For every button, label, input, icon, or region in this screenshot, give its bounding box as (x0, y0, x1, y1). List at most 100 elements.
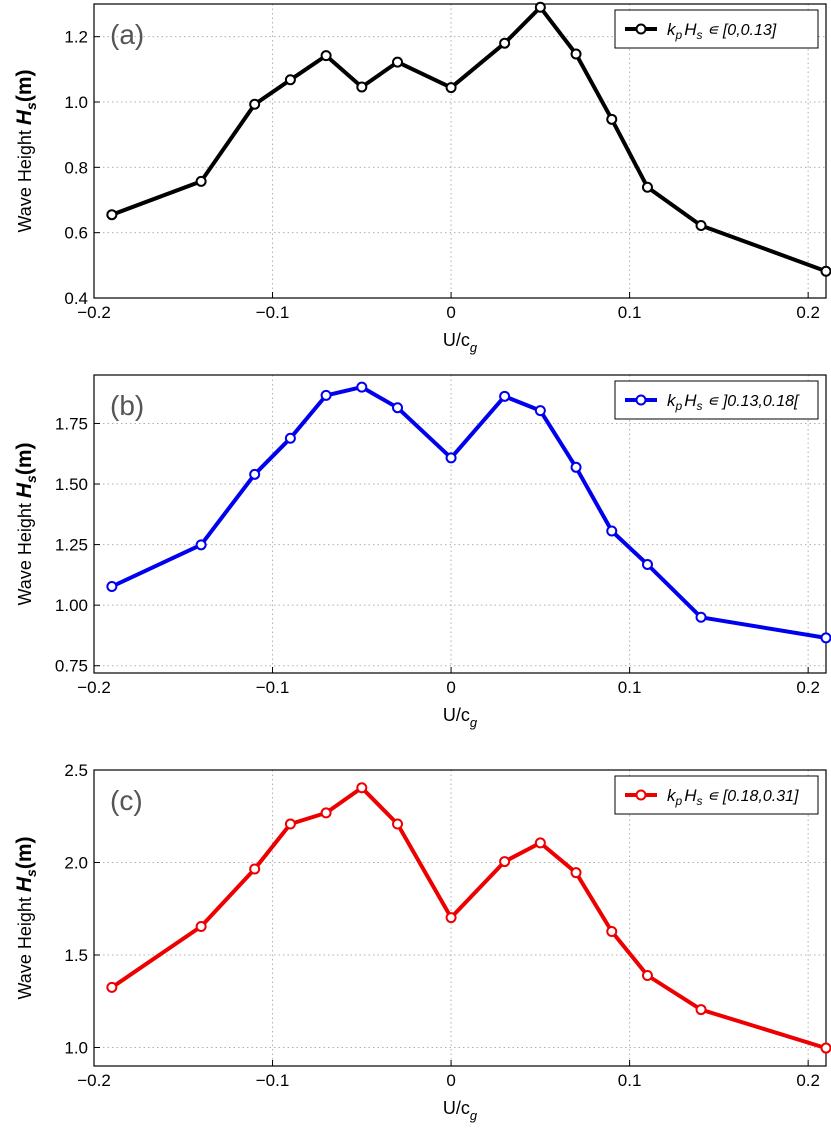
legend-var2-sub: s (696, 794, 702, 808)
y-axis-label-text: Wave Height (15, 892, 35, 999)
data-point (356, 381, 368, 393)
chart-panel-3: −0.2 −0.1 0 0.1 0.2 1.0 1.5 2.0 2.5 U/cg Wave Heig… (13, 761, 831, 1123)
data-point (106, 581, 118, 593)
x-axis-label-sub: g (470, 715, 478, 730)
data-point (820, 1042, 831, 1054)
y-tick-label: 0.6 (64, 224, 88, 243)
x-tick-label: 0.1 (618, 1071, 642, 1090)
x-tick-label: −0.1 (256, 678, 290, 697)
legend-var2: H (684, 786, 697, 805)
data-point (570, 461, 582, 473)
legend-label: kp Hs ∊ [0,0.13] (667, 20, 777, 42)
data-point (356, 81, 368, 93)
legend: kp Hs ∊ ]0.13,0.18[ (614, 380, 819, 420)
legend-var-sub: p (675, 794, 683, 808)
panel-label: (a) (110, 19, 144, 50)
legend-label: kp Hs ∊ [0.18,0.31] (667, 786, 799, 808)
legend-var2-sub: s (696, 28, 702, 42)
x-tick-label: 0.1 (618, 303, 642, 322)
data-point (695, 611, 707, 623)
x-tick-label: 0.2 (796, 1071, 820, 1090)
legend-var: k (667, 391, 677, 410)
x-tick-label: −0.2 (77, 1071, 111, 1090)
data-point (606, 113, 618, 125)
x-tick-label: −0.1 (256, 303, 290, 322)
data-point (641, 558, 653, 570)
legend-var-sub: p (675, 399, 683, 413)
data-point (499, 390, 511, 402)
y-axis-label-var: H (13, 482, 36, 498)
y-axis-label-text: Wave Height (15, 125, 35, 232)
x-axis-label-main: U/c (443, 705, 470, 725)
legend-swatch-marker (635, 789, 647, 801)
y-tick-label: 0.8 (64, 158, 88, 177)
data-point (249, 863, 261, 875)
x-axis-label-sub: g (470, 340, 478, 355)
data-point (499, 37, 511, 49)
data-point (641, 970, 653, 982)
y-axis-label: Wave Height Hs(m) (13, 69, 39, 232)
data-point (534, 405, 546, 417)
data-point (284, 818, 296, 830)
x-tick-label: 0 (446, 1071, 455, 1090)
plot-frame (93, 374, 827, 674)
data-point (606, 926, 618, 938)
y-tick-label: 1.2 (64, 28, 88, 47)
chart-panel-2: −0.2 −0.1 0 0.1 0.2 0.75 1.00 1.25 1.50 1.75 U/cg W… (13, 374, 831, 730)
data-point (570, 867, 582, 879)
data-point (356, 782, 368, 794)
data-point (249, 468, 261, 480)
data-point (445, 912, 457, 924)
data-point (445, 452, 457, 464)
data-point (392, 818, 404, 830)
legend-range: ∊ [0,0.13] (702, 22, 776, 39)
y-axis-label-unit: (m) (13, 442, 36, 475)
data-point (284, 74, 296, 86)
y-tick-label: 1.0 (64, 1039, 88, 1058)
legend: kp Hs ∊ [0,0.13] (614, 9, 819, 49)
data-point (320, 50, 332, 62)
y-axis-label-unit: (m) (13, 836, 36, 869)
plot-frame (93, 3, 827, 299)
data-point (445, 82, 457, 94)
data-point (820, 265, 831, 277)
y-axis-label: Wave Height Hs(m) (13, 836, 39, 999)
x-tick-label: −0.1 (256, 1071, 290, 1090)
legend-label: kp Hs ∊ ]0.13,0.18[ (667, 391, 800, 413)
x-tick-label: 0 (446, 303, 455, 322)
legend-var: k (667, 20, 677, 39)
data-point (534, 1, 546, 13)
series-line (111, 385, 827, 640)
data-point (320, 807, 332, 819)
y-tick-label: 0.4 (64, 289, 88, 308)
data-point (695, 219, 707, 231)
legend-var: k (667, 786, 677, 805)
legend-range: ∊ ]0.13,0.18[ (702, 393, 800, 410)
x-axis-label-sub: g (470, 1108, 478, 1123)
data-point (106, 209, 118, 221)
x-tick-label: 0.2 (796, 678, 820, 697)
data-point (195, 175, 207, 187)
data-point (320, 389, 332, 401)
legend-var2: H (684, 20, 697, 39)
legend: kp Hs ∊ [0.18,0.31] (614, 775, 819, 815)
data-point (534, 837, 546, 849)
y-tick-label: 1.0 (64, 93, 88, 112)
y-axis-label-var: H (13, 876, 36, 892)
y-axis-label-sub: s (23, 869, 39, 877)
y-axis-label-sub: s (23, 102, 39, 110)
data-point (249, 98, 261, 110)
data-point (570, 48, 582, 60)
y-tick-label: 1.00 (55, 596, 88, 615)
data-point (606, 525, 618, 537)
x-tick-label: 0 (446, 678, 455, 697)
y-tick-label: 1.75 (55, 414, 88, 433)
panel-label: (c) (110, 785, 143, 816)
y-axis-label-text: Wave Height (15, 498, 35, 605)
data-point (106, 981, 118, 993)
y-tick-label: 2.0 (64, 854, 88, 873)
x-tick-label: −0.2 (77, 303, 111, 322)
y-tick-label: 2.5 (64, 761, 88, 780)
legend-var2-sub: s (696, 399, 702, 413)
y-axis-label: Wave Height Hs(m) (13, 442, 39, 605)
